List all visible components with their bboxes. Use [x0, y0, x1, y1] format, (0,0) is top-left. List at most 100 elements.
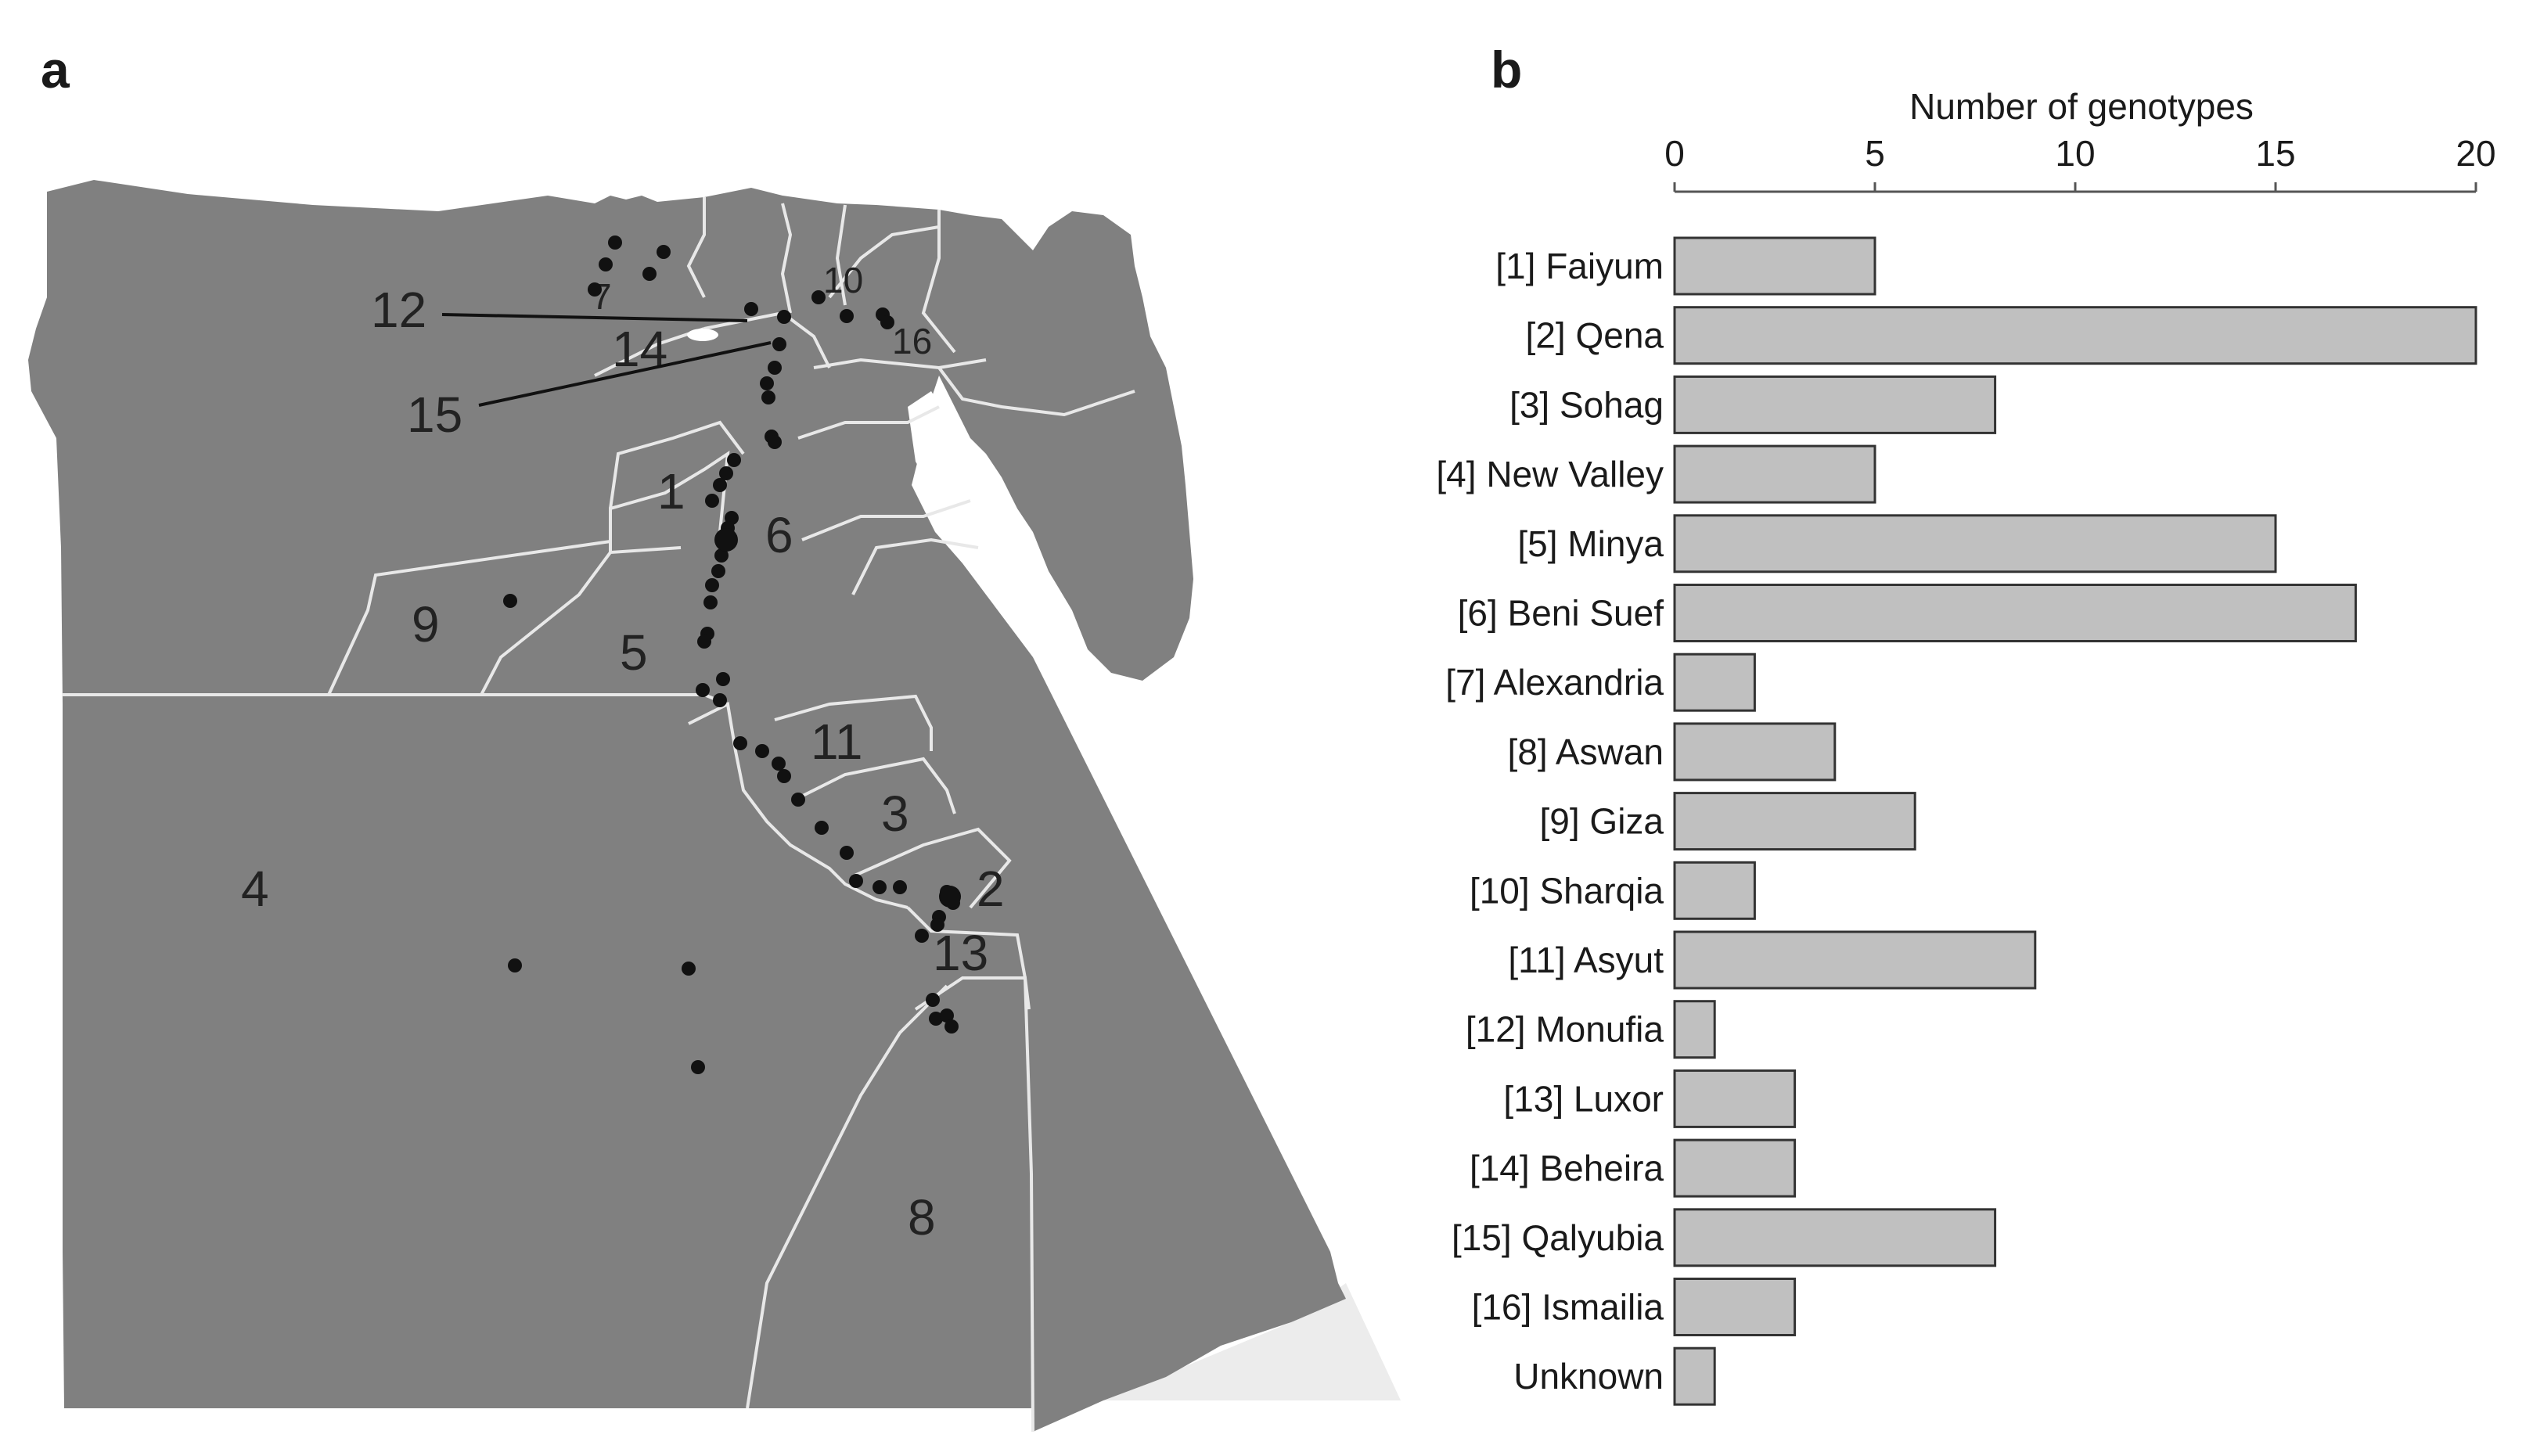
region-label-7: 7: [592, 276, 612, 317]
region-label-15: 15: [407, 386, 462, 443]
x-tick-label: 0: [1664, 133, 1685, 174]
egypt-map: 1 2 3 4 5 6 7 8 9 10 11 12 13 14 15 16: [28, 180, 1401, 1433]
sample-point: [691, 1060, 705, 1074]
sample-point: [791, 793, 805, 807]
x-tick-label: 20: [2456, 133, 2495, 174]
sample-point: [768, 435, 782, 449]
governorate-borders: [63, 197, 1135, 1433]
sample-point: [697, 635, 711, 649]
x-axis-title: Number of genotypes: [1909, 86, 2254, 127]
category-label: [5] Minya: [1517, 523, 1664, 564]
sample-point: [714, 548, 729, 563]
category-label: [12] Monufia: [1466, 1009, 1664, 1050]
region-label-12: 12: [371, 282, 426, 338]
sample-point: [768, 361, 782, 375]
region-label-14: 14: [612, 321, 667, 377]
region-label-10: 10: [823, 260, 863, 300]
sample-point: [760, 376, 774, 390]
region-label-5: 5: [620, 624, 648, 681]
category-label: [10] Sharqia: [1470, 870, 1664, 911]
sample-point: [755, 744, 769, 758]
sample-point: [811, 290, 826, 304]
bar: [1673, 584, 2357, 642]
sample-point: [705, 494, 719, 508]
region-label-4: 4: [241, 861, 269, 917]
category-label: [4] New Valley: [1436, 454, 1664, 494]
sample-point: [608, 235, 622, 250]
sample-point: [840, 846, 854, 860]
region-label-13: 13: [933, 925, 988, 981]
category-label: [3] Sohag: [1509, 384, 1664, 425]
category-label: Unknown: [1513, 1356, 1664, 1397]
region-label-11: 11: [811, 714, 862, 770]
bar: [1673, 1069, 1797, 1128]
sample-point: [713, 693, 727, 707]
sample-point: [873, 880, 887, 894]
bar: [1673, 1208, 1997, 1267]
bar: [1673, 236, 1876, 296]
bar: [1673, 306, 2477, 365]
region-label-6: 6: [765, 507, 793, 563]
sample-point: [940, 1008, 954, 1023]
region-label-1: 1: [657, 463, 685, 519]
leader-line-15: [478, 341, 772, 407]
x-axis-ticks: 0 5 10 15 20: [1664, 133, 2496, 192]
category-label: [6] Beni Suef: [1458, 593, 1664, 634]
panel-a-letter: a: [41, 41, 70, 99]
category-label: [9] Giza: [1539, 801, 1664, 842]
category-label: [8] Aswan: [1508, 732, 1664, 772]
sample-point: [727, 453, 741, 467]
neighbour-land-shape: [1103, 1283, 1401, 1400]
category-label: [14] Beheira: [1470, 1148, 1664, 1188]
sample-point: [719, 466, 733, 480]
sample-point: [930, 918, 944, 932]
region-label-16: 16: [892, 321, 932, 361]
x-tick-label: 15: [2255, 133, 2295, 174]
sample-point: [714, 528, 738, 552]
bar: [1673, 514, 2277, 573]
sample-point: [772, 337, 786, 351]
category-label: [13] Luxor: [1503, 1078, 1664, 1119]
bar: [1673, 722, 1837, 782]
category-label: [16] Ismailia: [1472, 1287, 1664, 1328]
bar: [1673, 1138, 1797, 1198]
region-label-9: 9: [412, 596, 440, 653]
bar-chart: Number of genotypes 0 5 10 15 20 [1] Faiyum[…: [1436, 86, 2496, 1406]
bar: [1673, 653, 1756, 712]
sample-point: [944, 1019, 959, 1034]
bars: [1673, 236, 2477, 1406]
sample-point: [696, 683, 710, 697]
sample-point: [716, 672, 730, 686]
category-labels: [1] Faiyum [2] Qena [3] Sohag [4] New Valle…: [1436, 246, 1664, 1397]
sample-point: [915, 929, 929, 943]
region-label-3: 3: [881, 786, 909, 842]
bar: [1673, 792, 1916, 851]
bar: [1673, 930, 2037, 990]
bar: [1673, 1000, 1716, 1059]
sample-point: [657, 245, 671, 259]
sample-point: [733, 736, 747, 750]
sample-point: [777, 769, 791, 783]
sample-point: [893, 880, 907, 894]
bar: [1673, 1278, 1797, 1336]
gulf-of-suez-shape: [908, 391, 1080, 657]
category-label: [11] Asyut: [1508, 940, 1664, 980]
sample-point: [777, 310, 791, 324]
sample-point: [599, 257, 613, 271]
sample-point: [772, 757, 786, 771]
land-shape: [28, 180, 1346, 1432]
x-tick-label: 10: [2055, 133, 2095, 174]
lake-shape: [687, 329, 718, 341]
sample-point: [703, 595, 718, 609]
region-label-2: 2: [977, 861, 1005, 917]
sample-point: [711, 564, 725, 578]
sample-point: [840, 309, 854, 323]
category-label: [7] Alexandria: [1445, 662, 1664, 703]
category-label: [1] Faiyum: [1495, 246, 1664, 286]
sample-points: [503, 235, 961, 1074]
sample-point: [508, 958, 522, 972]
category-label: [15] Qalyubia: [1452, 1217, 1664, 1258]
sample-point: [761, 390, 775, 404]
leader-line-12: [441, 313, 748, 322]
